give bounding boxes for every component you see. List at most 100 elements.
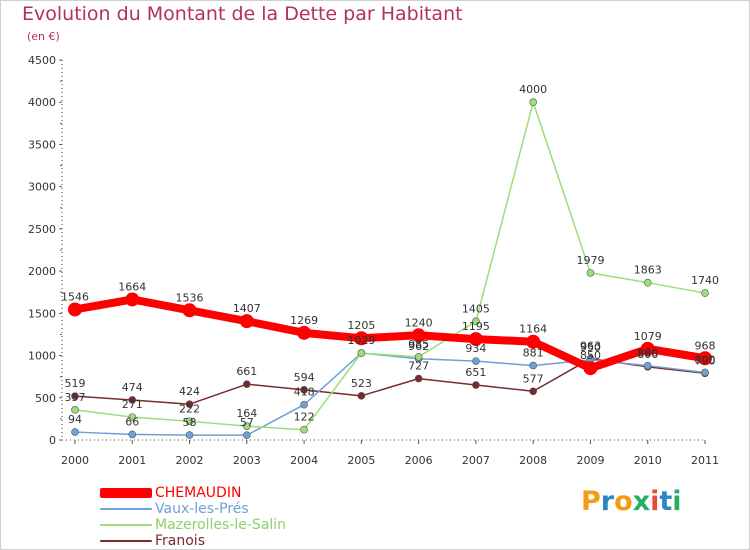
x-tick-label: 2005 xyxy=(347,454,375,467)
data-label: 57 xyxy=(240,416,254,429)
data-label: 962 xyxy=(408,340,429,353)
legend-label: Franois xyxy=(155,533,205,549)
data-point xyxy=(243,431,251,439)
legend-swatch xyxy=(100,488,152,498)
data-point xyxy=(300,386,308,394)
data-label: 866 xyxy=(637,348,658,361)
data-label: 4000 xyxy=(519,83,547,96)
data-point xyxy=(128,396,137,404)
data-label: 1536 xyxy=(176,291,204,304)
data-label: 1269 xyxy=(290,314,318,327)
y-tick-label: 3500 xyxy=(28,138,56,151)
data-point xyxy=(472,357,480,365)
logo-letter: x xyxy=(632,486,651,517)
data-point xyxy=(357,392,366,400)
x-tick-label: 2011 xyxy=(691,454,719,467)
data-label: 66 xyxy=(125,415,139,428)
data-point xyxy=(354,331,369,346)
data-label: 661 xyxy=(236,365,257,378)
data-label: 474 xyxy=(122,381,143,394)
data-label: 1164 xyxy=(519,323,547,336)
data-label: 727 xyxy=(408,360,429,373)
data-point xyxy=(68,302,82,317)
data-point xyxy=(357,349,366,357)
data-point xyxy=(701,289,709,297)
data-label: 1205 xyxy=(347,319,375,332)
data-label: 1740 xyxy=(691,274,719,287)
chart-subtitle: (en €) xyxy=(27,30,60,43)
data-point xyxy=(300,425,308,434)
data-label: 1029 xyxy=(347,334,375,347)
data-label: 1405 xyxy=(462,302,490,315)
data-point xyxy=(182,303,197,318)
data-label: 94 xyxy=(68,413,82,426)
data-label: 1546 xyxy=(61,290,89,303)
data-label: 1079 xyxy=(634,330,662,343)
logo-letter: P xyxy=(581,486,601,517)
data-label: 418 xyxy=(294,386,315,399)
data-point xyxy=(643,278,652,287)
logo-letter: t xyxy=(659,486,673,517)
y-tick-label: 2500 xyxy=(28,223,56,236)
x-tick-label: 2002 xyxy=(176,454,204,467)
x-tick-label: 2006 xyxy=(405,454,433,467)
data-label: 122 xyxy=(294,411,315,424)
chart-title: Evolution du Montant de la Dette par Hab… xyxy=(22,3,463,25)
data-label: 963 xyxy=(580,340,601,353)
x-tick-label: 2004 xyxy=(290,454,318,467)
data-label: 222 xyxy=(179,402,200,415)
data-point xyxy=(243,380,251,388)
data-label: 1240 xyxy=(405,316,433,329)
y-tick-label: 2000 xyxy=(28,265,56,278)
data-label: 1407 xyxy=(233,302,261,315)
x-tick-label: 2010 xyxy=(634,454,662,467)
data-point xyxy=(71,428,79,436)
data-label: 1979 xyxy=(576,254,604,267)
data-label: 577 xyxy=(523,372,544,385)
legend-label: CHEMAUDIN xyxy=(155,485,242,501)
data-point xyxy=(640,341,655,356)
data-point xyxy=(411,328,426,343)
logo-letter: i xyxy=(672,486,682,517)
x-tick-label: 2009 xyxy=(576,454,604,467)
data-point xyxy=(701,368,709,377)
legend-item-chemaudin: CHEMAUDIN xyxy=(100,485,360,501)
legend-item-mazerolles-le-salin: Mazerolles-le-Salin xyxy=(100,517,360,533)
data-point xyxy=(586,269,595,277)
series-line-mazerolles-le-salin xyxy=(74,101,706,431)
series-line-chemaudin xyxy=(71,295,709,373)
data-label: 58 xyxy=(183,416,197,429)
proxiti-logo: Proxiti xyxy=(581,486,682,517)
data-point xyxy=(185,431,194,439)
y-tick-label: 500 xyxy=(35,392,56,405)
data-label: 1195 xyxy=(462,320,490,333)
data-label: 880 xyxy=(637,347,658,360)
data-point xyxy=(526,334,541,349)
data-point xyxy=(414,353,423,361)
data-point xyxy=(185,417,194,426)
data-point xyxy=(185,400,194,408)
data-point xyxy=(71,392,79,400)
data-label: 594 xyxy=(294,371,315,384)
x-tick-label: 2008 xyxy=(519,454,547,467)
data-point xyxy=(529,387,537,396)
logo-letter: i xyxy=(650,486,660,517)
data-label: 850 xyxy=(580,349,601,362)
x-tick-label: 2001 xyxy=(118,454,146,467)
data-point xyxy=(297,325,312,340)
data-point xyxy=(472,317,480,326)
data-point xyxy=(300,400,308,409)
y-tick-label: 4000 xyxy=(28,96,56,109)
y-tick-label: 0 xyxy=(49,434,56,447)
y-tick-label: 3000 xyxy=(28,181,56,194)
data-label: 881 xyxy=(523,347,544,360)
y-tick-label: 1000 xyxy=(28,350,56,363)
data-point xyxy=(529,361,537,370)
data-label: 271 xyxy=(122,398,143,411)
legend-swatch xyxy=(100,524,152,526)
data-point xyxy=(243,422,251,430)
legend-label: Mazerolles-le-Salin xyxy=(155,517,287,533)
y-tick-label: 1500 xyxy=(28,307,56,320)
data-label: 424 xyxy=(179,385,200,398)
data-label: 1029 xyxy=(347,334,375,347)
